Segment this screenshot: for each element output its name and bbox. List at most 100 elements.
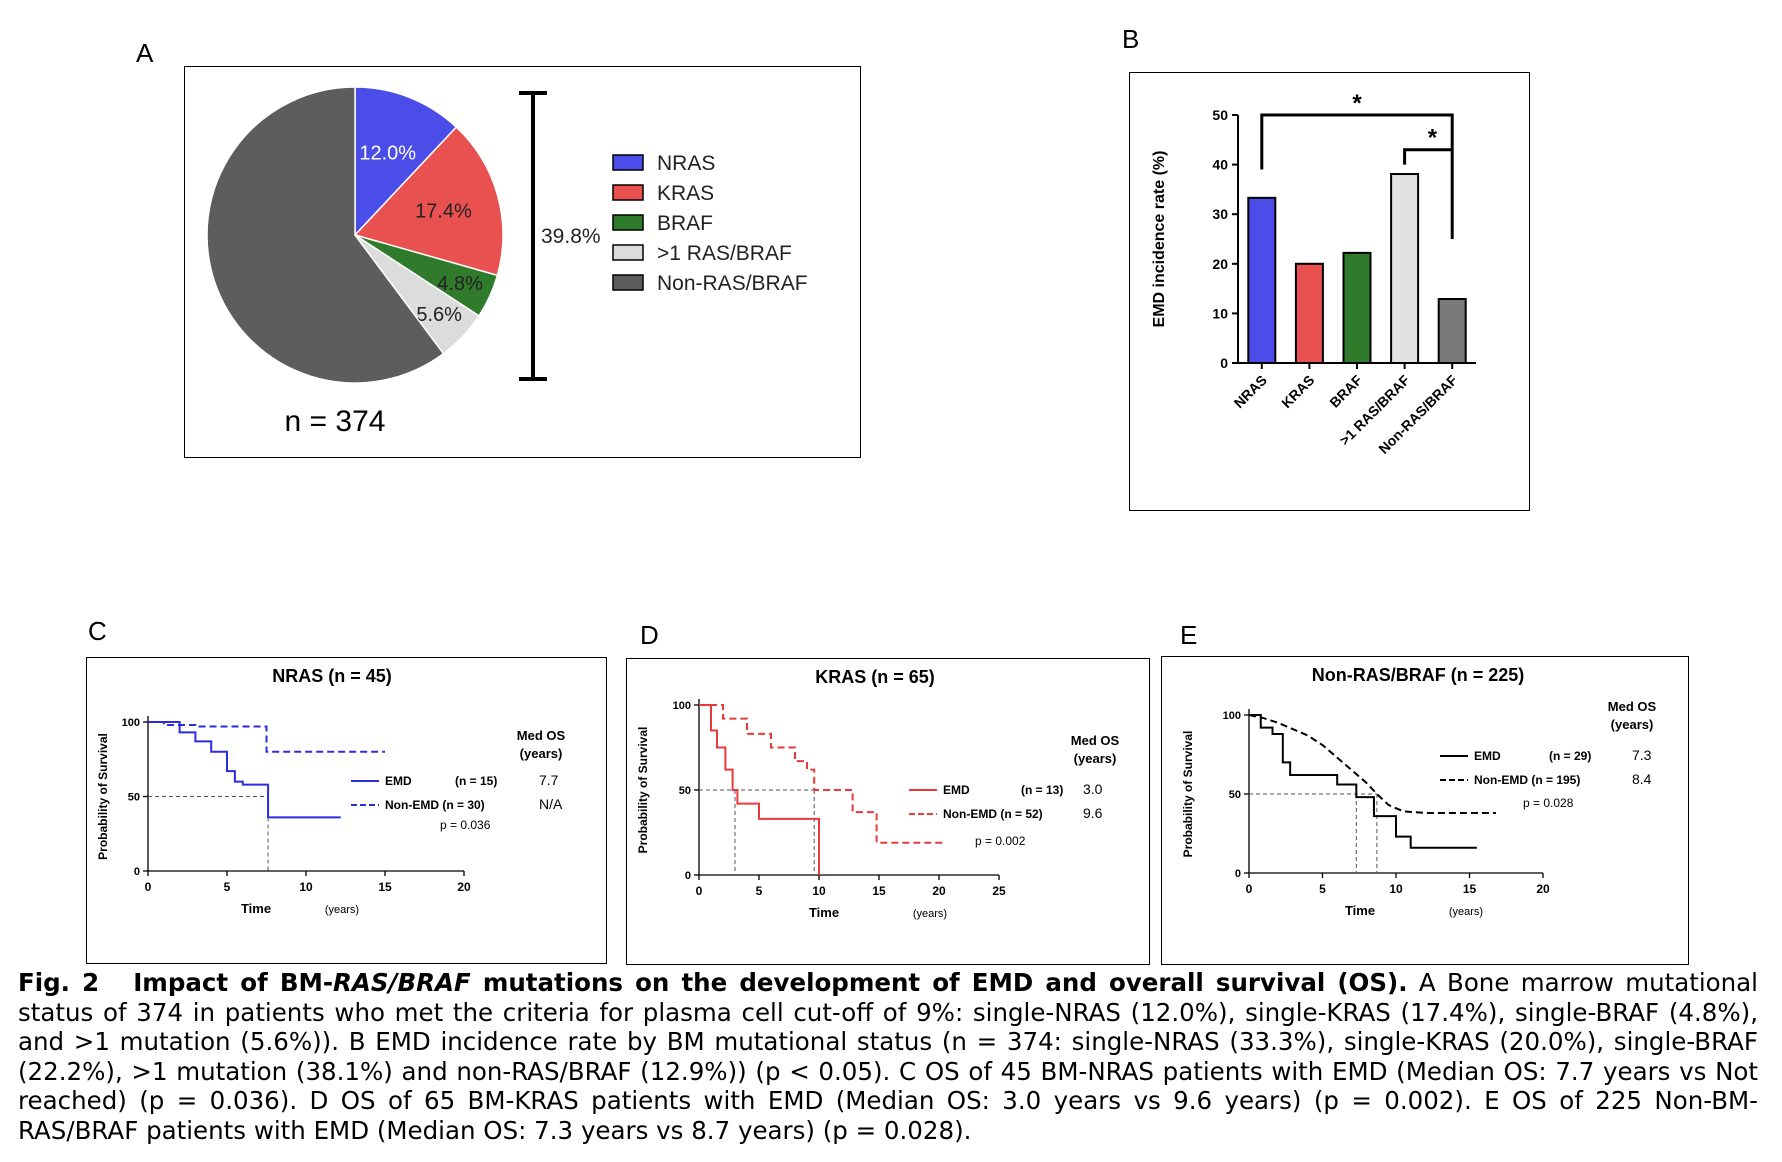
legend-header-line1: Med OS bbox=[1071, 733, 1120, 748]
legend-series-name: Non-EMD (n = 52) bbox=[943, 807, 1043, 821]
y-tick-label: 100 bbox=[1223, 710, 1241, 722]
x-tick-label: 25 bbox=[992, 884, 1006, 898]
figure-caption: Fig. 2 Impact of BM-RAS/BRAF mutations o… bbox=[18, 968, 1758, 1145]
legend-swatch bbox=[612, 214, 644, 231]
y-tick-label: 50 bbox=[1212, 107, 1228, 123]
y-tick-label: 100 bbox=[122, 717, 140, 729]
significance-bracket-2 bbox=[1403, 148, 1453, 165]
pie-slice-4 bbox=[206, 86, 445, 384]
x-tick-label: 20 bbox=[932, 884, 946, 898]
bar bbox=[1390, 173, 1420, 364]
legend-header-line2: (years) bbox=[1611, 717, 1654, 732]
legend-label: Non-RAS/BRAF bbox=[657, 272, 808, 295]
x-tick-label: 5 bbox=[224, 880, 231, 894]
caption-body: A Bone marrow mutational status of 374 i… bbox=[18, 968, 1758, 1145]
x-tick-label: 10 bbox=[812, 884, 826, 898]
legend-series-n: (n = 13) bbox=[1021, 783, 1063, 797]
legend-swatch bbox=[612, 184, 644, 201]
bar bbox=[1247, 196, 1277, 364]
legend-series-name: EMD bbox=[1474, 749, 1501, 763]
x-tick-label: 10 bbox=[1389, 882, 1403, 896]
pie-slice-0 bbox=[354, 86, 458, 237]
x-tick-label: 15 bbox=[378, 880, 392, 894]
panel-d-frame: KRAS (n = 65) 0 50 100 0 5 10 15 20 25 Probability… bbox=[626, 658, 1150, 965]
y-axis-label: EMD incidence rate (%) bbox=[1151, 151, 1168, 328]
y-tick-label: 0 bbox=[1235, 868, 1241, 880]
bar-chart: 0 10 20 30 40 50 EMD incidence rate (%) NRAS KRA… bbox=[1151, 90, 1476, 457]
legend-header-line2: (years) bbox=[1074, 751, 1117, 766]
x-axis-unit: (years) bbox=[325, 904, 359, 916]
bracket-label: 39.8% bbox=[541, 225, 601, 248]
y-tick-label: 0 bbox=[685, 870, 691, 882]
bar bbox=[1437, 298, 1467, 365]
x-tick-label: 20 bbox=[457, 880, 471, 894]
panel-b-frame: 0 10 20 30 40 50 EMD incidence rate (%) NRAS KRA… bbox=[1129, 72, 1530, 511]
caption-title-italic: RAS/BRAF bbox=[333, 968, 471, 997]
x-tick-label: 10 bbox=[299, 880, 313, 894]
km-curve-emd bbox=[699, 704, 820, 875]
p-value: p = 0.028 bbox=[1523, 796, 1574, 810]
y-tick-label: 0 bbox=[1220, 355, 1228, 371]
x-tick-label: 0 bbox=[145, 880, 152, 894]
bar bbox=[1342, 251, 1372, 364]
legend-series-name: Non-EMD (n = 195) bbox=[1474, 773, 1580, 787]
significance-star-2: * bbox=[1428, 125, 1438, 152]
x-tick-label: BRAF bbox=[1326, 371, 1365, 410]
km-chart-non-ras-braf: Non-RAS/BRAF (n = 225) 0 50 100 0 5 10 15 20 Prob… bbox=[1181, 665, 1657, 918]
legend-swatch bbox=[612, 274, 644, 291]
legend-series-name: EMD bbox=[385, 774, 412, 788]
y-tick-label: 50 bbox=[1229, 789, 1241, 801]
significance-bracket-1 bbox=[1260, 113, 1454, 239]
pie-slice-label: 17.4% bbox=[415, 201, 472, 223]
y-tick-label: 10 bbox=[1212, 305, 1228, 321]
x-axis-unit: (years) bbox=[913, 908, 947, 920]
pie-slice-label: 4.8% bbox=[437, 273, 483, 295]
legend-label: BRAF bbox=[657, 212, 713, 235]
legend-label: >1 RAS/BRAF bbox=[657, 242, 792, 265]
caption-title-part2: mutations on the development of EMD and … bbox=[470, 968, 1408, 997]
legend-median-value: N/A bbox=[539, 796, 563, 812]
y-tick-label: 100 bbox=[673, 700, 691, 712]
panel-c-frame: NRAS (n = 45) 0 50 100 0 5 10 15 20 Probability o… bbox=[86, 657, 607, 964]
km-chart-kras: KRAS (n = 65) 0 50 100 0 5 10 15 20 25 Probability… bbox=[636, 667, 1120, 920]
x-tick-label: 15 bbox=[1463, 882, 1477, 896]
pie-slice-label: 12.0% bbox=[359, 142, 416, 164]
panel-e-frame: Non-RAS/BRAF (n = 225) 0 50 100 0 5 10 15 20 Prob… bbox=[1161, 656, 1689, 965]
bar bbox=[1294, 262, 1324, 364]
caption-fig-number: Fig. 2 bbox=[18, 968, 100, 997]
y-tick-label: 40 bbox=[1212, 157, 1228, 173]
panel-label-a: A bbox=[136, 38, 154, 68]
chart-title: NRAS (n = 45) bbox=[272, 666, 392, 686]
km-curve-non-emd bbox=[148, 721, 385, 753]
panel-label-b: B bbox=[1122, 24, 1140, 54]
p-value: p = 0.002 bbox=[975, 834, 1026, 848]
legend-header-line1: Med OS bbox=[1608, 699, 1657, 714]
x-axis-unit: (years) bbox=[1449, 906, 1483, 918]
y-tick-label: 50 bbox=[128, 792, 140, 804]
pie-slice-label: 5.6% bbox=[416, 304, 462, 326]
legend-median-value: 3.0 bbox=[1083, 781, 1103, 797]
legend-median-value: 7.7 bbox=[539, 772, 559, 788]
x-tick-label: 0 bbox=[1246, 882, 1253, 896]
caption-title-part1: Impact of BM- bbox=[133, 968, 334, 997]
legend-header-line1: Med OS bbox=[517, 728, 566, 743]
chart-title: Non-RAS/BRAF (n = 225) bbox=[1312, 665, 1525, 685]
significance-star-1: * bbox=[1352, 90, 1362, 117]
y-axis-label: Probability of Survival bbox=[1181, 731, 1195, 858]
p-value: p = 0.036 bbox=[440, 818, 491, 832]
y-axis-label: Probability of Survival bbox=[96, 733, 110, 860]
chart-title: KRAS (n = 65) bbox=[815, 667, 935, 687]
x-tick-label: KRAS bbox=[1278, 372, 1317, 411]
legend-label: NRAS bbox=[657, 152, 715, 175]
legend-swatch bbox=[612, 244, 644, 261]
x-tick-label: NRAS bbox=[1231, 372, 1270, 411]
panel-label-e: E bbox=[1180, 620, 1198, 650]
legend-median-value: 7.3 bbox=[1632, 747, 1652, 763]
km-curve-non-emd bbox=[1248, 714, 1496, 814]
x-axis-label: Time bbox=[241, 901, 271, 916]
x-tick-label: 0 bbox=[696, 884, 703, 898]
x-axis-label: Time bbox=[809, 905, 839, 920]
km-curve-emd bbox=[148, 721, 341, 819]
panel-label-c: C bbox=[88, 616, 107, 646]
y-tick-label: 20 bbox=[1212, 256, 1228, 272]
